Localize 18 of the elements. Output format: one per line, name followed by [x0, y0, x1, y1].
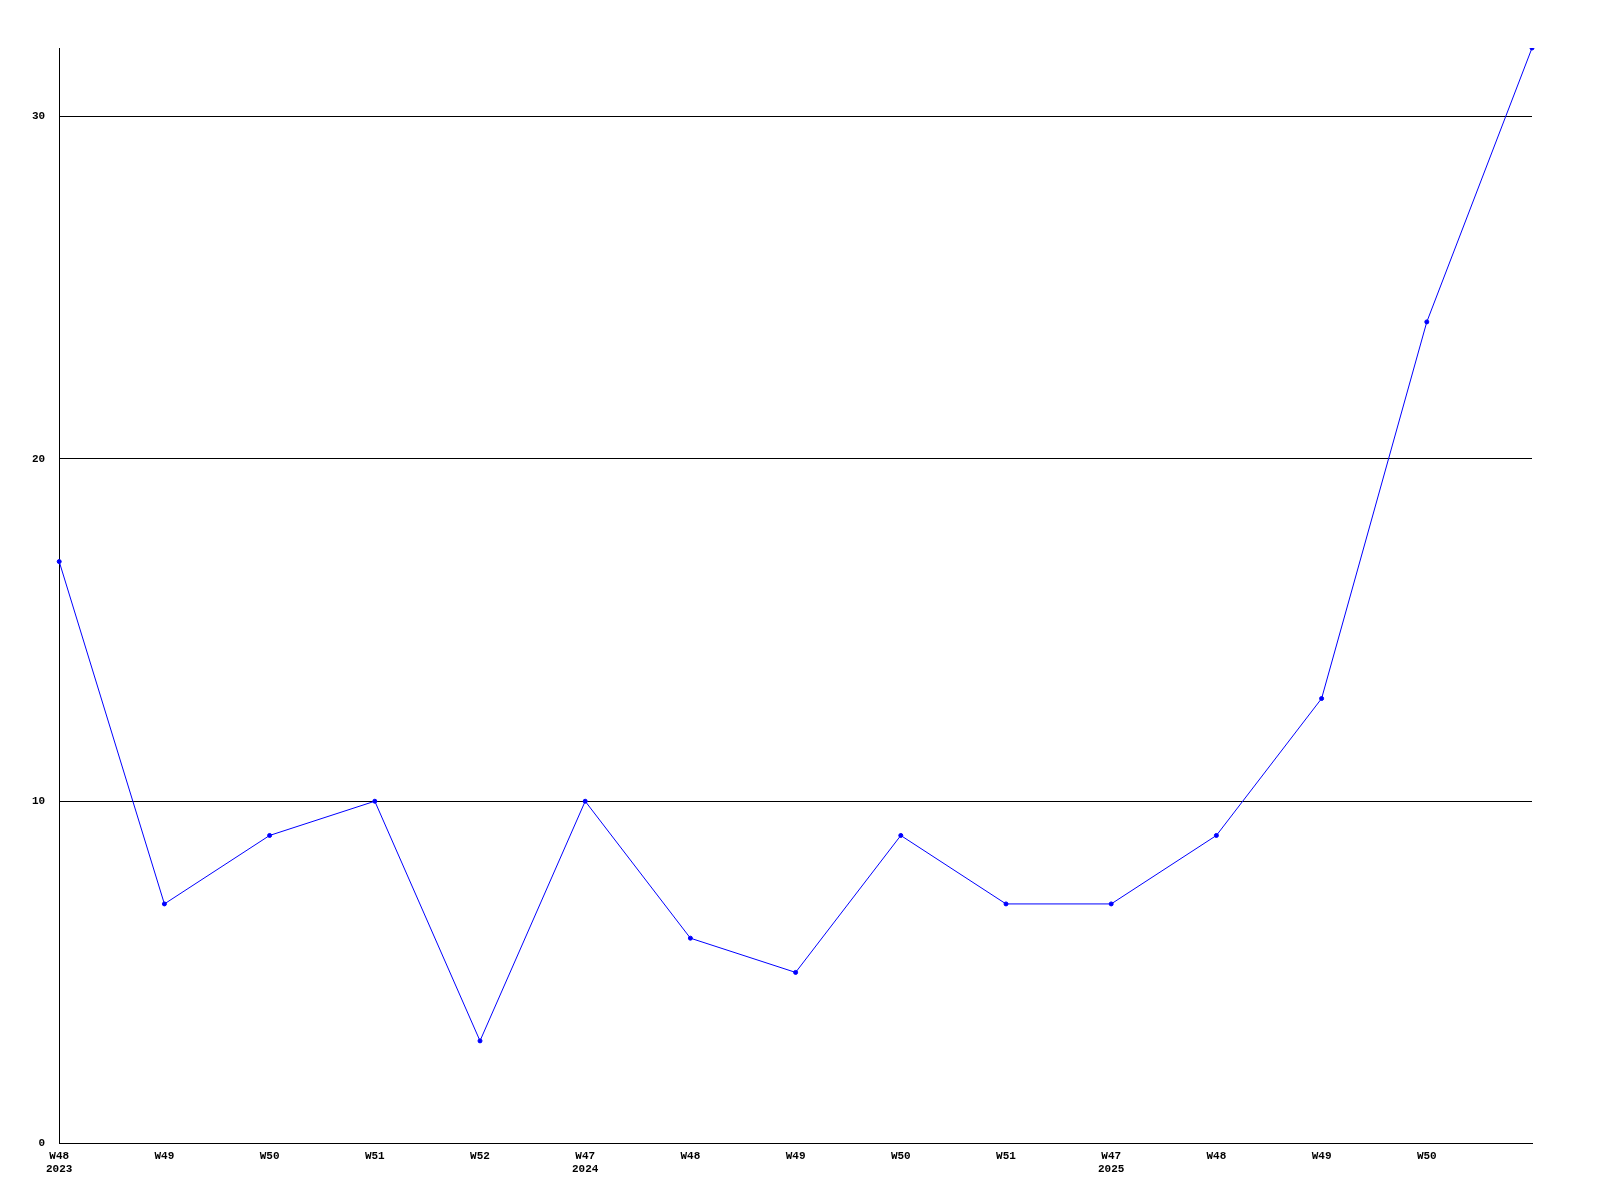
x-tick-label: W49 [1311, 1149, 1332, 1162]
x-tick-label: W51 [996, 1149, 1017, 1162]
x-tick-label: W47 2025 [1098, 1149, 1125, 1176]
x-tick-label: W50 [259, 1149, 280, 1162]
x-tick-label: W50 [1416, 1149, 1437, 1162]
x-tick-label: W52 [470, 1149, 490, 1162]
y-tick-label: 10 [32, 794, 46, 807]
x-tick-label: W49 [154, 1149, 175, 1162]
x-tick-label: W51 [364, 1149, 386, 1162]
y-tick-label: 0 [38, 1137, 46, 1150]
x-tick-label: W47 2024 [572, 1149, 599, 1176]
y-tick-label: 30 [32, 110, 46, 123]
x-tick-label: W48 2023 [46, 1149, 73, 1176]
x-tick-label: W50 [890, 1149, 911, 1162]
x-tick-label: W49 [785, 1149, 806, 1162]
x-tick-label: W48 [680, 1149, 701, 1162]
y-tick-label: 20 [32, 452, 46, 465]
x-tick-label: W48 [1206, 1149, 1227, 1162]
